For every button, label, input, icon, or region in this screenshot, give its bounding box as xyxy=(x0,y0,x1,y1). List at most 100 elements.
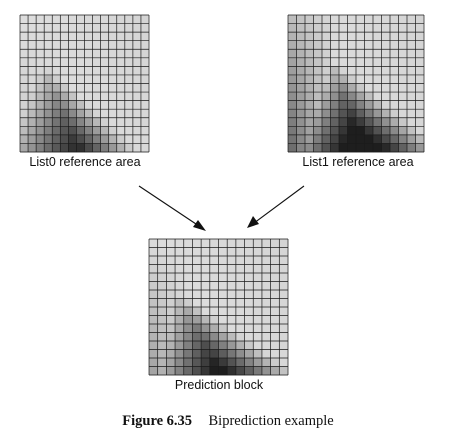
grid-cell xyxy=(270,349,280,359)
grid-cell xyxy=(288,40,297,50)
figure-caption: Figure 6.35 Biprediction example xyxy=(122,412,334,429)
grid-cell xyxy=(356,49,365,59)
grid-cell xyxy=(339,143,348,153)
grid-cell xyxy=(227,281,237,291)
grid-cell xyxy=(166,366,176,376)
grid-cell xyxy=(381,143,391,153)
grid-cell xyxy=(84,83,93,93)
grid-cell xyxy=(218,264,228,274)
grid-cell xyxy=(36,143,45,153)
grid-cell xyxy=(227,273,237,282)
grid-cell xyxy=(330,109,340,119)
grid-cell xyxy=(261,290,271,299)
grid-cell xyxy=(76,23,85,33)
grid-cell xyxy=(60,134,69,144)
grid-cell xyxy=(356,57,365,67)
grid-cell xyxy=(356,74,365,84)
grid-cell xyxy=(373,66,382,76)
grid-cell xyxy=(209,358,219,367)
grid-cell xyxy=(132,134,142,144)
grid-cell xyxy=(201,366,211,376)
grid-cell xyxy=(381,126,391,136)
grid-cell xyxy=(52,40,61,50)
grid-cell xyxy=(166,247,176,257)
grid-cell xyxy=(192,315,202,325)
grid-cell xyxy=(330,49,340,59)
grid-cell xyxy=(175,315,185,325)
grid-cell xyxy=(322,100,331,110)
grid-cell xyxy=(381,15,391,24)
grid-cell xyxy=(339,92,348,101)
grid-cell xyxy=(364,126,374,136)
grid-cell xyxy=(157,332,167,342)
grid-cell xyxy=(270,341,280,350)
grid-cell xyxy=(305,92,314,101)
grid-cell xyxy=(68,66,77,76)
grid-cell xyxy=(84,49,93,59)
grid-cell xyxy=(36,15,45,24)
grid-cell xyxy=(124,23,134,33)
grid-cell xyxy=(124,109,134,119)
grid-cell xyxy=(227,307,237,316)
grid-cell xyxy=(305,126,314,136)
grid-cell xyxy=(183,332,193,342)
grid-cell xyxy=(149,273,158,282)
grid-cell xyxy=(398,100,408,110)
grid-cell xyxy=(415,40,425,50)
grid-cell xyxy=(108,126,118,136)
grid-cell xyxy=(76,83,85,93)
grid-cell xyxy=(52,66,61,76)
grid-cell xyxy=(373,126,382,136)
grid-cell xyxy=(339,134,348,144)
grid-cell xyxy=(261,264,271,274)
grid-cell xyxy=(124,117,134,127)
grid-cell xyxy=(373,134,382,144)
grid-cell xyxy=(100,117,109,127)
grid-cell xyxy=(244,332,254,342)
grid-cell xyxy=(60,117,69,127)
grid-cell xyxy=(218,298,228,308)
grid-cell xyxy=(270,366,280,376)
grid-cell xyxy=(76,134,85,144)
grid-cell xyxy=(364,83,374,93)
grid-cell xyxy=(296,117,306,127)
grid-cell xyxy=(270,273,280,282)
grid-cell xyxy=(322,57,331,67)
grid-cell xyxy=(84,134,93,144)
grid-cell xyxy=(390,83,399,93)
grid-cell xyxy=(76,57,85,67)
grid-cell xyxy=(149,315,158,325)
grid-cell xyxy=(140,15,150,24)
grid-cell xyxy=(313,15,323,24)
grid-cell xyxy=(253,324,263,333)
grid-cell xyxy=(218,247,228,257)
grid-cell xyxy=(36,92,45,101)
grid-cell xyxy=(407,126,416,136)
grid-cell xyxy=(60,15,69,24)
grid-cell xyxy=(339,66,348,76)
grid-cell xyxy=(364,57,374,67)
grid-cell xyxy=(76,32,85,41)
grid-cell xyxy=(92,49,101,59)
grid-cell xyxy=(28,117,37,127)
grid-cell xyxy=(356,143,365,153)
grid-cell xyxy=(279,298,289,308)
grid-cell xyxy=(253,247,263,257)
grid-cell xyxy=(415,126,425,136)
grid-cell xyxy=(339,83,348,93)
grid-cell xyxy=(381,92,391,101)
grid-cell xyxy=(373,92,382,101)
grid-cell xyxy=(84,100,93,110)
grid-cell xyxy=(132,117,142,127)
grid-cell xyxy=(347,92,357,101)
grid-cell xyxy=(124,15,134,24)
grid-cell xyxy=(108,83,118,93)
grid-cell xyxy=(415,32,425,41)
grid-cell xyxy=(244,273,254,282)
grid-cell xyxy=(209,298,219,308)
grid-cell xyxy=(407,134,416,144)
grid-cell xyxy=(52,143,61,153)
grid-cell xyxy=(116,23,126,33)
grid-cell xyxy=(108,92,118,101)
grid-cell xyxy=(108,100,118,110)
